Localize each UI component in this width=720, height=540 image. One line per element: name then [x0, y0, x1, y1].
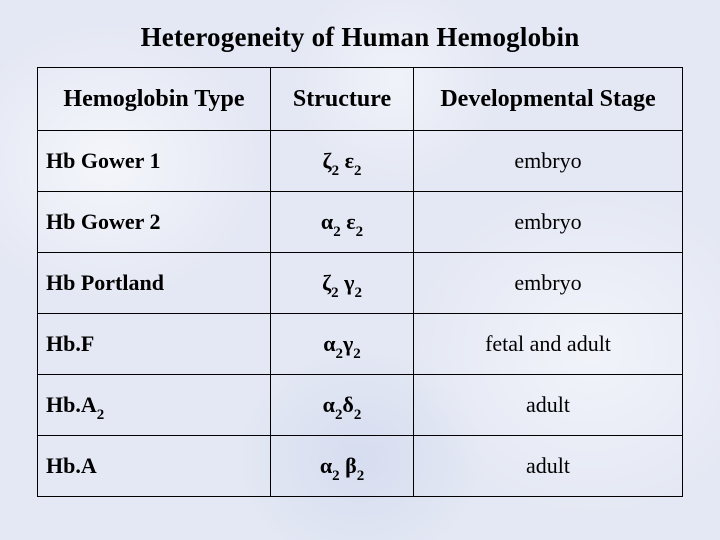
cell-type: Hb Gower 2	[38, 192, 271, 253]
hemoglobin-table: Hemoglobin Type Structure Developmental …	[37, 67, 683, 497]
table-row: Hb.A2 α2δ2 adult	[38, 375, 683, 436]
table-row: Hb Gower 1 ζ2 ε2 embryo	[38, 131, 683, 192]
table-row: Hb Portland ζ2 γ2 embryo	[38, 253, 683, 314]
cell-stage: embryo	[414, 192, 683, 253]
cell-stage: adult	[414, 436, 683, 497]
cell-stage: embryo	[414, 131, 683, 192]
cell-structure: α2δ2	[271, 375, 414, 436]
col-header-structure: Structure	[271, 68, 414, 131]
cell-structure: α2 β2	[271, 436, 414, 497]
cell-type: Hb.A	[38, 436, 271, 497]
cell-type: Hb Portland	[38, 253, 271, 314]
cell-structure: α2 ε2	[271, 192, 414, 253]
table-header-row: Hemoglobin Type Structure Developmental …	[38, 68, 683, 131]
cell-structure: ζ2 ε2	[271, 131, 414, 192]
cell-stage: adult	[414, 375, 683, 436]
cell-structure: α2γ2	[271, 314, 414, 375]
cell-stage: embryo	[414, 253, 683, 314]
cell-structure: ζ2 γ2	[271, 253, 414, 314]
cell-type: Hb.F	[38, 314, 271, 375]
cell-type: Hb.A2	[38, 375, 271, 436]
table-row: Hb.A α2 β2 adult	[38, 436, 683, 497]
page-title: Heterogeneity of Human Hemoglobin	[0, 0, 720, 67]
table-row: Hb.F α2γ2 fetal and adult	[38, 314, 683, 375]
col-header-stage: Developmental Stage	[414, 68, 683, 131]
table-row: Hb Gower 2 α2 ε2 embryo	[38, 192, 683, 253]
cell-type: Hb Gower 1	[38, 131, 271, 192]
cell-stage: fetal and adult	[414, 314, 683, 375]
col-header-type: Hemoglobin Type	[38, 68, 271, 131]
